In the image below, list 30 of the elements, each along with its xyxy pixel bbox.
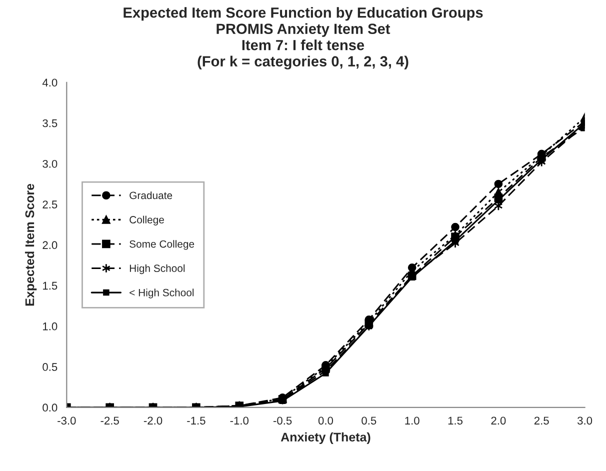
x-tick-label: 0.5	[362, 416, 376, 425]
y-tick-label: 1.5	[43, 282, 58, 290]
x-tick-label: 2.0	[491, 416, 506, 425]
legend-label: < High School	[130, 288, 194, 298]
legend-label: College	[130, 216, 164, 226]
y-tick-label: 2.0	[42, 241, 58, 250]
x-tick-label: -2.5	[100, 416, 119, 425]
x-tick-label: 1.0	[405, 416, 420, 425]
legend-label: Some College	[130, 240, 194, 250]
x-tick-label: 2.5	[534, 416, 549, 425]
x-tick-label: -2.0	[144, 416, 162, 425]
y-tick-label: 4.0	[42, 78, 58, 87]
x-tick-label: -1.5	[187, 416, 206, 425]
y-tick-label: 3.0	[42, 160, 58, 168]
legend-label: High School	[130, 264, 185, 274]
x-tick-label: 1.5	[448, 416, 463, 425]
x-tick-label: -1.0	[230, 416, 249, 425]
legend-label: Graduate	[130, 191, 172, 200]
x-tick-label: 0.0	[318, 416, 334, 425]
x-axis-title: Anxiety (Theta)	[280, 432, 370, 444]
x-tick-label: -0.5	[273, 416, 292, 425]
chart-title: Expected Item Score Function by Education Groups PROMIS Anxiety Item Set Item 7: I felt tense (For k = categories 0, 1, 2, 3, 4)	[124, 7, 483, 70]
y-tick-label: 2.5	[42, 200, 58, 208]
x-tick-label: 3.0	[577, 416, 592, 425]
y-tick-label: 1.0	[43, 322, 58, 330]
y-tick-label: 0.5	[42, 363, 58, 371]
y-axis-title: Expected Item Score	[24, 184, 37, 306]
y-tick-label: 3.5	[42, 119, 58, 128]
y-tick-label: 0.0	[42, 404, 58, 412]
x-tick-label: -3.0	[58, 416, 76, 425]
